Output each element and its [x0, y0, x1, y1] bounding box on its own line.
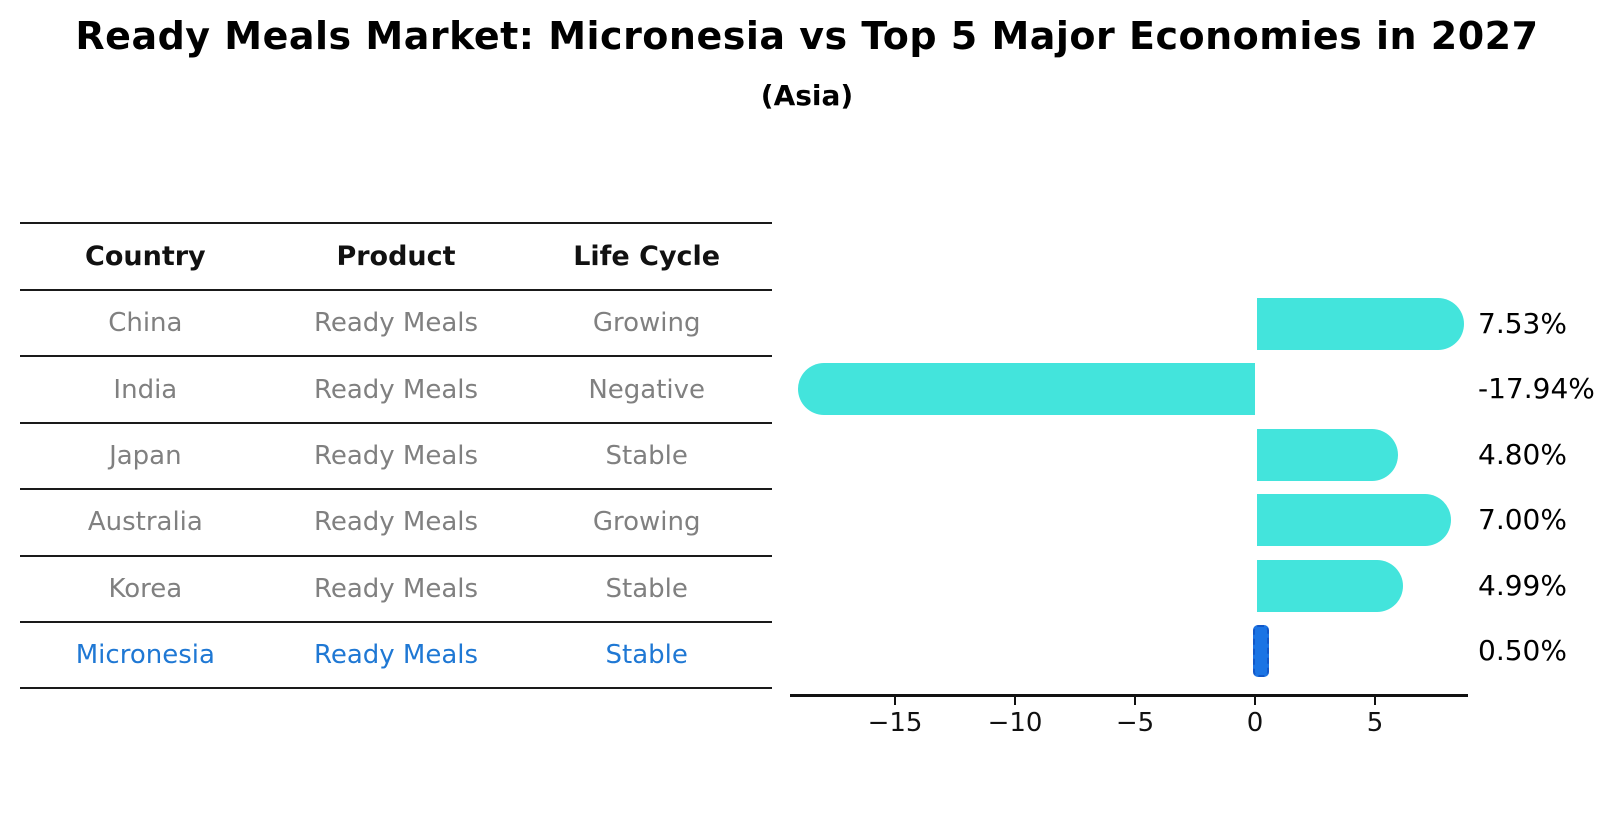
value-label-australia: 7.00% — [1478, 503, 1567, 537]
country-cell: Micronesia — [75, 640, 215, 671]
x-axis-tick-label: −5 — [1115, 708, 1155, 738]
x-axis-tick-label: 0 — [1246, 708, 1264, 738]
product-cell: Ready Meals — [313, 440, 479, 471]
x-axis-tick-label: −15 — [867, 708, 923, 738]
product-cell: Ready Meals — [313, 640, 479, 671]
lifecycle-cell: Growing — [592, 507, 701, 538]
x-axis-tick — [1134, 697, 1136, 705]
product-cell: Ready Meals — [313, 507, 479, 538]
column-header-country: Country — [85, 241, 206, 272]
bar-australia — [1257, 494, 1451, 547]
lifecycle-cell: Growing — [592, 308, 701, 339]
value-label-micronesia: 0.50% — [1478, 634, 1567, 667]
comparison-table: Country Product Life Cycle China Ready M… — [20, 222, 772, 690]
table-row: Australia Ready Meals Growing — [20, 488, 772, 554]
bar-chart: 7.53% -17.94% 4.80% 7.00% 4.99% 0.50% −1… — [790, 280, 1614, 760]
table-header-row: Country Product Life Cycle — [20, 222, 772, 289]
bar-japan — [1257, 428, 1399, 481]
product-cell: Ready Meals — [313, 573, 479, 604]
x-axis-tick-label: −10 — [987, 708, 1043, 738]
column-header-lifecycle: Life Cycle — [573, 241, 721, 272]
country-cell: Korea — [108, 573, 183, 604]
bar-india — [798, 363, 1255, 416]
column-header-product: Product — [336, 241, 456, 272]
x-axis-tick — [1254, 697, 1256, 705]
bar-china — [1257, 298, 1464, 350]
country-cell: Japan — [109, 440, 182, 471]
table-row: Micronesia Ready Meals Stable — [20, 620, 772, 690]
table-row: Korea Ready Meals Stable — [20, 554, 772, 621]
lifecycle-cell: Stable — [605, 640, 688, 671]
country-cell: Australia — [87, 507, 203, 538]
value-label-india: -17.94% — [1478, 372, 1595, 406]
page-title: Ready Meals Market: Micronesia vs Top 5 … — [75, 14, 1539, 58]
product-cell: Ready Meals — [313, 308, 479, 339]
x-axis-tick — [894, 697, 896, 705]
lifecycle-cell: Negative — [588, 374, 706, 405]
country-cell: India — [113, 374, 178, 405]
page-subtitle: (Asia) — [760, 79, 854, 112]
table-row: India Ready Meals Negative — [20, 355, 772, 421]
value-label-korea: 4.99% — [1478, 568, 1567, 602]
table-row: Japan Ready Meals Stable — [20, 421, 772, 488]
x-axis-line — [790, 694, 1468, 697]
value-label-china: 7.53% — [1478, 307, 1567, 340]
product-cell: Ready Meals — [313, 374, 479, 405]
x-axis-tick — [1014, 697, 1016, 705]
value-label-japan: 4.80% — [1478, 437, 1567, 471]
x-axis-tick-label: 5 — [1366, 708, 1384, 738]
bar-korea — [1257, 559, 1403, 612]
lifecycle-cell: Stable — [605, 440, 688, 471]
bar-micronesia — [1253, 625, 1269, 677]
lifecycle-cell: Stable — [605, 573, 688, 604]
x-axis-tick — [1374, 697, 1376, 705]
table-row: China Ready Meals Growing — [20, 289, 772, 355]
country-cell: China — [108, 308, 183, 339]
